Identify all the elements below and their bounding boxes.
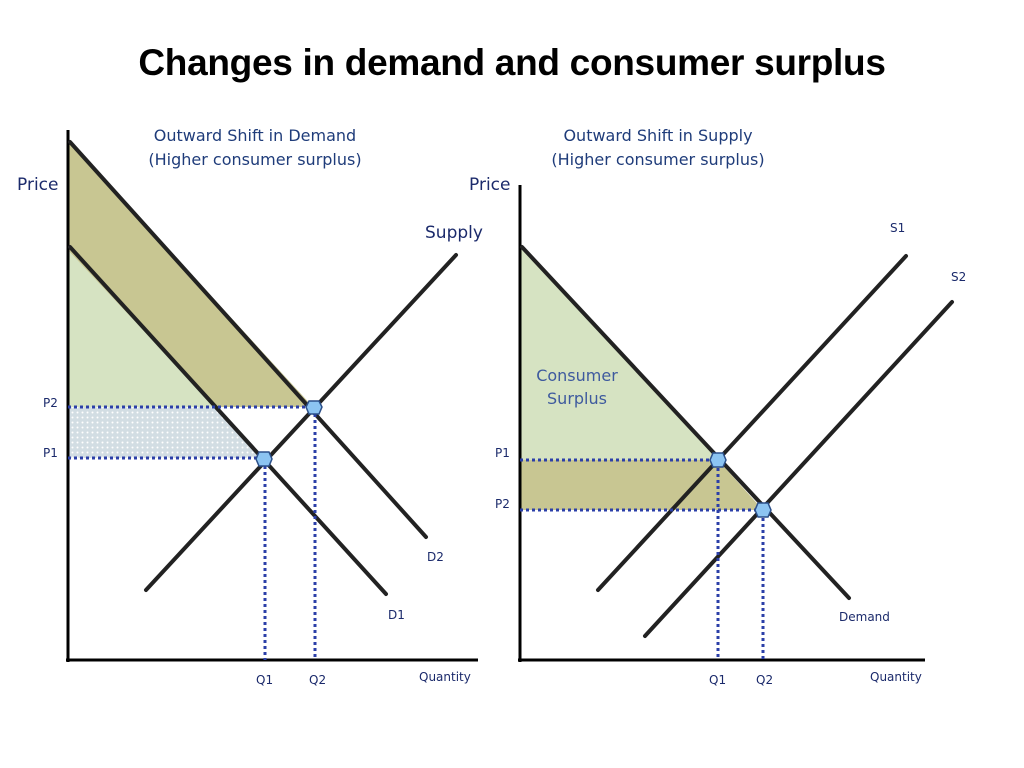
right-s1-label: S1 [890, 221, 905, 235]
left-p1-label: P1 [43, 446, 58, 460]
right-s1-curve [596, 254, 908, 592]
right-title-line2: (Higher consumer surplus) [551, 150, 764, 169]
left-d1-label: D1 [388, 608, 405, 622]
right-s2-curve [643, 300, 954, 638]
left-q1-label: Q1 [256, 673, 273, 687]
right-title-line1: Outward Shift in Supply [563, 126, 752, 145]
left-equilibrium-1 [255, 451, 273, 467]
right-p2-label: P2 [495, 497, 510, 511]
right-demand-curve [520, 245, 851, 600]
right-added-surplus-area [520, 460, 763, 510]
right-y-axis-label: Price [469, 175, 510, 195]
left-q2-label: Q2 [309, 673, 326, 687]
right-surplus-label-line2: Surplus [547, 389, 607, 408]
left-y-axis-label: Price [17, 175, 58, 195]
left-x-axis-label: Quantity [419, 670, 471, 684]
left-d2-curve [68, 140, 428, 539]
right-q1-label: Q1 [709, 673, 726, 687]
right-surplus-label-line1: Consumer [536, 366, 618, 385]
left-gain-band [68, 407, 263, 458]
left-d2-label: D2 [427, 550, 444, 564]
left-supply-curve [144, 253, 458, 592]
left-diagram: Outward Shift in Demand (Higher consumer… [17, 126, 483, 687]
left-title-line2: (Higher consumer surplus) [148, 150, 361, 169]
left-equilibrium-2 [305, 400, 323, 415]
right-equilibrium-2 [754, 502, 772, 518]
left-title-line1: Outward Shift in Demand [154, 126, 356, 145]
right-p1-label: P1 [495, 446, 510, 460]
right-q2-label: Q2 [756, 673, 773, 687]
left-p2-label: P2 [43, 396, 58, 410]
left-supply-label: Supply [425, 223, 483, 243]
right-x-axis-label: Quantity [870, 670, 922, 684]
right-diagram: Outward Shift in Supply (Higher consumer… [469, 126, 966, 687]
right-s2-label: S2 [951, 270, 966, 284]
right-demand-label: Demand [839, 610, 890, 624]
right-equilibrium-1 [709, 452, 727, 468]
left-d1-curve [68, 245, 388, 596]
slide-title: Changes in demand and consumer surplus [138, 42, 886, 83]
